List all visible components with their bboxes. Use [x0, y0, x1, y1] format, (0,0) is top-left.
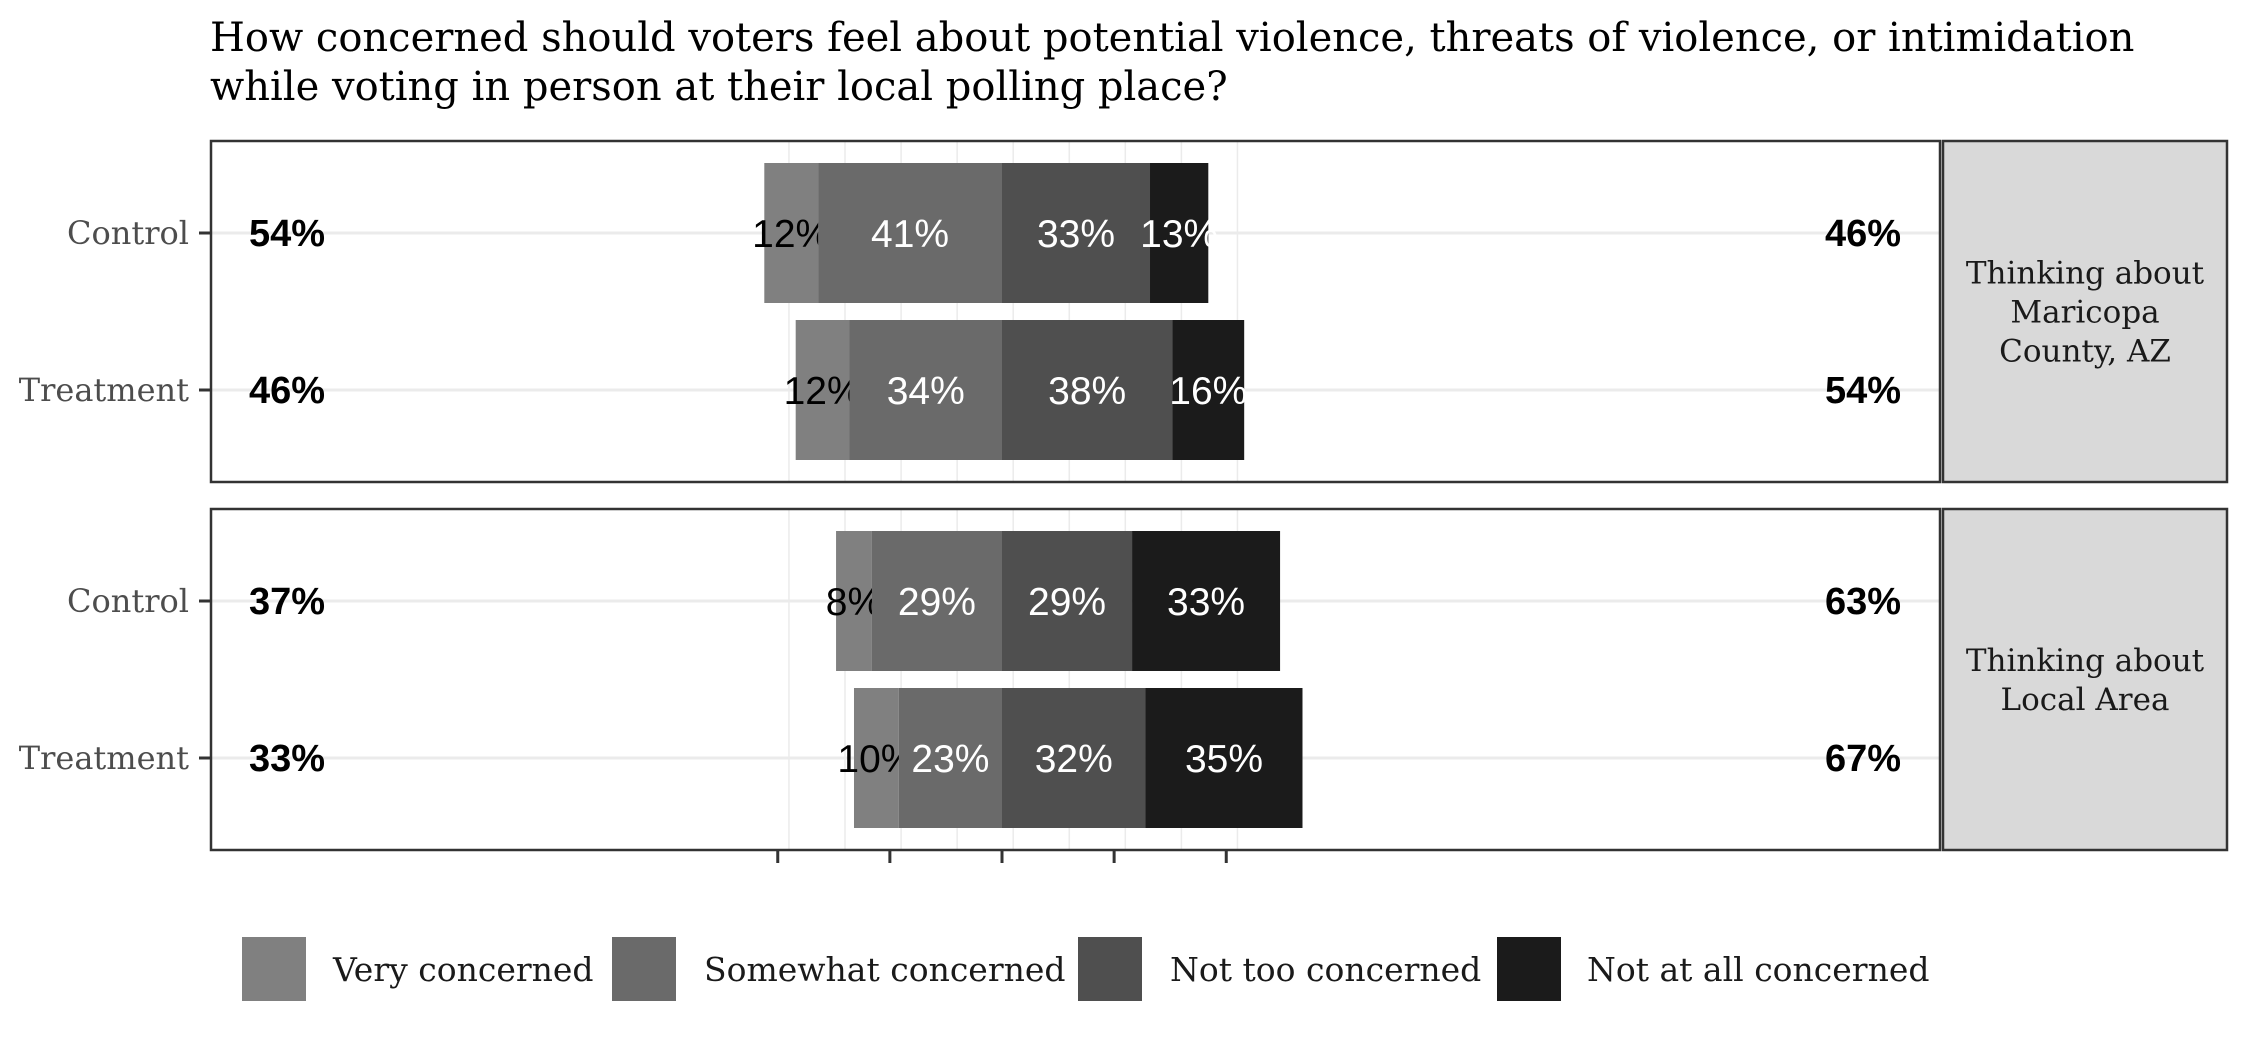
chart-title-line-1: How concerned should voters feel about p…: [210, 15, 2134, 61]
y-tick-label: Treatment: [19, 739, 189, 777]
bar-segment: [853, 688, 899, 828]
legend-key: [1497, 937, 1561, 1001]
segment-value-label: 13%: [1140, 213, 1218, 256]
left-total-label: 37%: [249, 581, 325, 623]
legend-item: Somewhat concerned: [612, 937, 1066, 1001]
bar-row: 12% 34% 38% 16% 46% 54%: [249, 320, 1901, 460]
segment-value-label: 16%: [1169, 370, 1247, 413]
panel-border: [209, 507, 1942, 852]
segment-value-label: 34%: [887, 370, 965, 413]
legend-key: [612, 937, 676, 1001]
segment-value-label: 29%: [898, 581, 976, 624]
legend-label: Not too concerned: [1170, 950, 1481, 989]
bar-segment: [1150, 163, 1209, 303]
bar-segment: [1002, 531, 1133, 671]
chart-panels: 12% 41% 33% 13% 54% 46% Control 12% 34% 38% 16% 46%…: [19, 139, 2229, 852]
right-total-label: 54%: [1825, 370, 1901, 412]
right-total-label: 67%: [1825, 738, 1901, 780]
left-total-label: 33%: [249, 738, 325, 780]
segment-value-label: 38%: [1048, 370, 1126, 413]
bar-segment: [898, 688, 1002, 828]
bar-segment: [795, 320, 850, 460]
segment-value-label: 23%: [911, 738, 989, 781]
bar-segment: [1002, 688, 1146, 828]
right-total-label: 46%: [1825, 213, 1901, 255]
segment-value-label: 12%: [784, 370, 862, 413]
segment-value-label: 33%: [1167, 581, 1245, 624]
legend: Very concerned Somewhat concerned Not too …: [242, 937, 1930, 1001]
facet-strip-label: Local Area: [2001, 682, 2170, 718]
segment-value-label: 29%: [1028, 581, 1106, 624]
bar-segment: [836, 531, 872, 671]
segment-value-label: 41%: [871, 213, 949, 256]
y-tick-label: Control: [67, 214, 189, 252]
facet-strip: [1941, 507, 2229, 852]
bar-segment: [1002, 163, 1151, 303]
bar-segment: [1132, 531, 1281, 671]
panel-1: 12% 41% 33% 13% 54% 46% Control 12% 34% 38% 16% 46%…: [19, 139, 2229, 484]
facet-strip-label: Thinking about: [1966, 256, 2205, 292]
facet-strip-label: Maricopa: [2010, 295, 2159, 331]
bar-row: 8% 29% 29% 33%37% 63%: [249, 531, 1901, 671]
y-tick-label: Treatment: [19, 371, 189, 409]
bar-segment: [849, 320, 1002, 460]
bar-segment: [1145, 688, 1303, 828]
legend-key: [242, 937, 306, 1001]
bar-segment: [871, 531, 1002, 671]
right-total-label: 63%: [1825, 581, 1901, 623]
legend-item: Not too concerned: [1078, 937, 1481, 1001]
left-total-label: 54%: [249, 213, 325, 255]
x-axis: [776, 850, 1228, 863]
chart-title-line-2: while voting in person at their local po…: [210, 64, 1228, 110]
bar-row: 12% 41% 33% 13% 54% 46%: [249, 163, 1901, 303]
legend-label: Very concerned: [332, 950, 594, 989]
left-total-label: 46%: [249, 370, 325, 412]
y-tick-label: Control: [67, 582, 189, 620]
facet-strip-label: County, AZ: [1999, 334, 2171, 370]
segment-value-label: 35%: [1185, 738, 1263, 781]
facet-strip-label: Thinking about: [1966, 643, 2205, 679]
bar-row: 10%23% 32% 35%33% 67%: [249, 688, 1901, 828]
bar-segment: [818, 163, 1002, 303]
segment-value-label: 12%: [752, 213, 830, 256]
facet-strip: [1941, 139, 2229, 484]
legend-item: Not at all concerned: [1497, 937, 1930, 1001]
bar-segment: [1172, 320, 1245, 460]
legend-label: Not at all concerned: [1587, 950, 1930, 989]
segment-value-label: 32%: [1035, 738, 1113, 781]
panel-border: [209, 139, 1942, 484]
segment-value-label: 33%: [1037, 213, 1115, 256]
legend-item: Very concerned: [242, 937, 594, 1001]
bar-segment: [1002, 320, 1173, 460]
legend-label: Somewhat concerned: [704, 950, 1066, 989]
bar-segment: [764, 163, 819, 303]
legend-key: [1078, 937, 1142, 1001]
